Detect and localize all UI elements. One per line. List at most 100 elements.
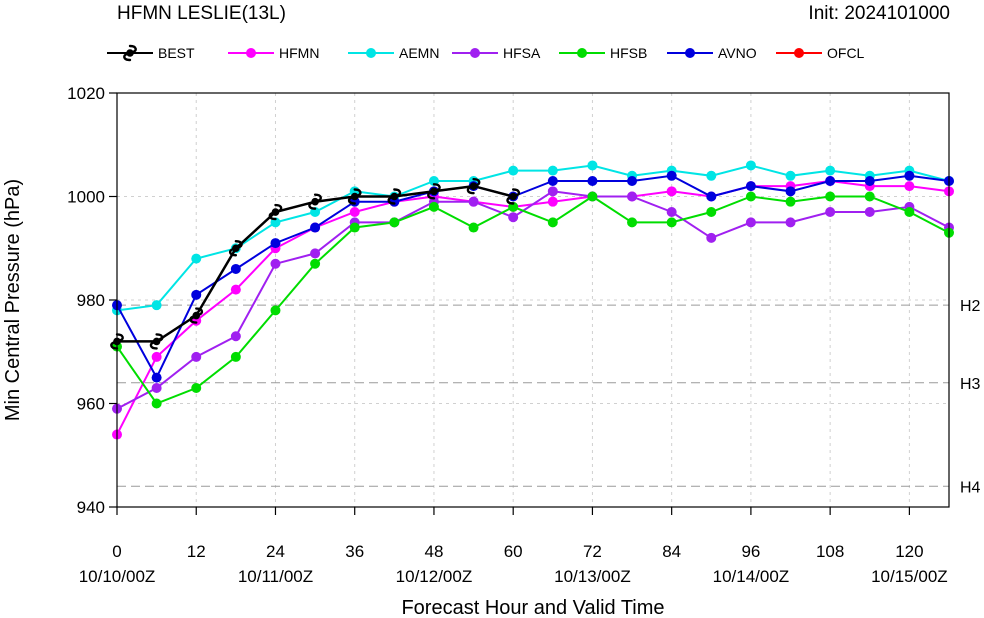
data-point-hfsa: [191, 351, 202, 362]
series-line-hfsa: [116, 190, 950, 410]
legend-label-hfmn: HFMN: [279, 45, 319, 61]
legend-item-hfmn: HFMN: [228, 45, 319, 61]
data-point-avno: [310, 222, 321, 233]
data-point-hfsb: [230, 351, 241, 362]
y-tick-label: 1000: [67, 188, 105, 207]
data-point-aemn: [785, 170, 796, 181]
data-point-hfmn: [547, 196, 558, 207]
reference-label-h2: H2: [960, 298, 981, 315]
legend-marker-avno: [685, 48, 695, 58]
data-point-best: [347, 188, 362, 205]
data-point-hfsb: [864, 191, 875, 202]
data-point-hfsb: [587, 191, 598, 202]
data-point-hfsb: [310, 258, 321, 269]
x-date-label: 10/11/00Z: [238, 567, 313, 586]
data-point-hfsb: [666, 217, 677, 228]
x-tick-label: 36: [345, 542, 364, 561]
data-point-hfsa: [745, 217, 756, 228]
data-point-avno: [587, 175, 598, 186]
data-point-hfsa: [468, 196, 479, 207]
series-line-hfmn: [116, 179, 950, 436]
data-point-hfmn: [230, 284, 241, 295]
data-point-hfsb: [428, 201, 439, 212]
data-point-best: [268, 203, 283, 221]
data-point-hfsa: [666, 207, 677, 218]
data-point-hfsb: [745, 191, 756, 202]
data-point-hfsb: [468, 222, 479, 233]
y-tick-label: 1020: [67, 84, 105, 103]
data-point-hfsa: [864, 207, 875, 218]
data-point-aemn: [151, 300, 162, 311]
data-point-hfmn: [904, 181, 915, 192]
data-point-aemn: [508, 165, 519, 176]
data-point-hfsa: [706, 232, 717, 243]
legend-marker-hfsa: [470, 48, 480, 58]
reference-lines: H2 H3 H4: [117, 298, 981, 496]
y-tick-label: 960: [77, 395, 105, 414]
data-point-avno: [825, 175, 836, 186]
chart-title: HFMN LESLIE(13L): [117, 3, 286, 24]
data-point-hfsb: [349, 222, 360, 233]
data-point-avno: [230, 263, 241, 274]
series-aemn: [112, 160, 954, 316]
data-point-avno: [904, 170, 915, 181]
series-best: [110, 177, 521, 350]
data-point-hfsa: [627, 191, 638, 202]
data-point-best: [387, 188, 402, 205]
data-point-best: [149, 333, 164, 350]
x-date-label: 10/12/00Z: [396, 567, 473, 586]
data-point-best: [189, 307, 204, 324]
data-point-hfmn: [151, 351, 162, 362]
data-point-hfsa: [230, 331, 241, 342]
legend-item-hfsb: HFSB: [559, 45, 647, 61]
legend-item-ofcl: OFCL: [776, 45, 865, 61]
legend-item-aemn: AEMN: [348, 45, 439, 61]
series-line-aemn: [116, 164, 950, 312]
data-point-aemn: [706, 170, 717, 181]
data-point-avno: [864, 175, 875, 186]
x-tick-label: 84: [662, 542, 681, 561]
reference-label-h3: H3: [960, 376, 981, 393]
data-point-hfsb: [547, 217, 558, 228]
series-line-hfsb: [116, 195, 950, 405]
series-hfsa: [112, 186, 954, 414]
data-point-aemn: [745, 160, 756, 171]
data-point-hfmn: [666, 186, 677, 197]
legend-marker-hfmn: [246, 48, 256, 58]
data-point-avno: [191, 289, 202, 300]
series-lines: [110, 160, 954, 440]
legend-label-hfsa: HFSA: [503, 45, 541, 61]
series-line-avno: [116, 174, 950, 380]
data-point-avno: [745, 181, 756, 192]
data-point-avno: [627, 175, 638, 186]
x-tick-label: 120: [895, 542, 923, 561]
data-point-hfsb: [151, 398, 162, 409]
legend-marker-aemn: [366, 48, 376, 58]
data-point-hfsb: [627, 217, 638, 228]
data-point-best: [308, 193, 322, 210]
x-tick-label: 48: [424, 542, 443, 561]
data-point-hfsb: [825, 191, 836, 202]
x-axis-label: Forecast Hour and Valid Time: [401, 597, 664, 618]
data-point-avno: [666, 170, 677, 181]
data-point-avno: [547, 175, 558, 186]
legend-marker-ofcl: [794, 48, 804, 58]
legend-item-avno: AVNO: [667, 45, 757, 61]
data-point-avno: [270, 238, 281, 249]
x-date-label: 10/15/00Z: [871, 567, 948, 586]
data-point-hfsb: [785, 196, 796, 207]
init-label: Init: 2024101000: [808, 3, 950, 24]
data-point-hfsb: [270, 305, 281, 316]
y-tick-label: 980: [77, 291, 105, 310]
data-point-aemn: [191, 253, 202, 264]
data-point-avno: [151, 372, 162, 383]
grid: [117, 93, 949, 507]
data-point-hfsa: [151, 382, 162, 393]
data-point-aemn: [825, 165, 836, 176]
legend-label-avno: AVNO: [718, 45, 757, 61]
data-point-hfsa: [270, 258, 281, 269]
legend-item-best: BEST: [107, 44, 195, 62]
data-point-hfsb: [191, 382, 202, 393]
data-point-aemn: [547, 165, 558, 176]
